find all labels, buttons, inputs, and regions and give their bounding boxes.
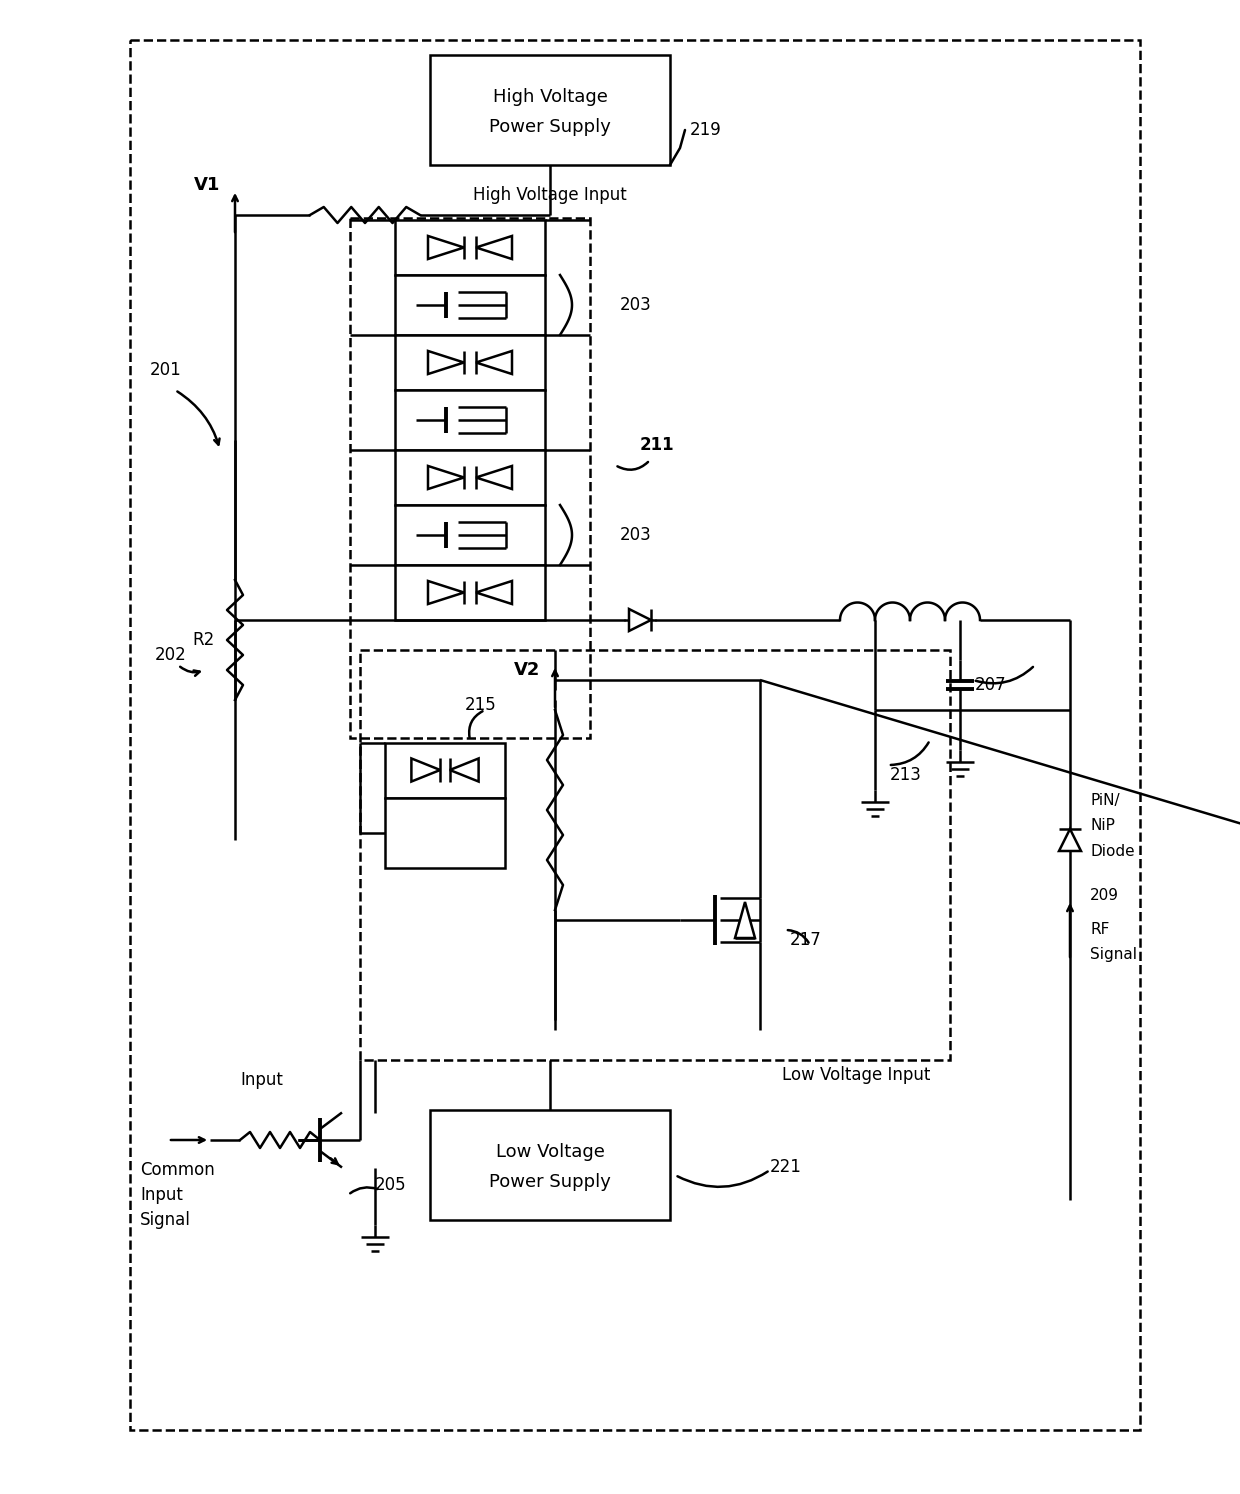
Polygon shape <box>450 759 479 781</box>
Text: 202: 202 <box>155 645 187 663</box>
Text: PiN/: PiN/ <box>1090 792 1120 807</box>
Polygon shape <box>629 610 651 630</box>
Polygon shape <box>428 581 464 604</box>
Text: 205: 205 <box>374 1176 407 1194</box>
Text: RF: RF <box>1090 922 1110 938</box>
Bar <box>396 505 546 565</box>
Polygon shape <box>412 759 440 781</box>
Text: 217: 217 <box>790 931 822 949</box>
Text: Low Voltage Input: Low Voltage Input <box>781 1067 930 1085</box>
Bar <box>384 743 505 798</box>
Text: 209: 209 <box>1090 887 1118 902</box>
Bar <box>360 650 950 1061</box>
Polygon shape <box>476 236 512 258</box>
Text: Signal: Signal <box>140 1212 191 1230</box>
Text: Diode: Diode <box>1090 844 1135 859</box>
Bar <box>396 390 546 450</box>
Polygon shape <box>428 236 464 258</box>
Bar <box>384 798 505 868</box>
Text: 201: 201 <box>150 362 182 379</box>
Text: Power Supply: Power Supply <box>489 1173 611 1191</box>
Text: V1: V1 <box>193 176 219 194</box>
Bar <box>430 1110 670 1221</box>
Text: 207: 207 <box>975 675 1007 695</box>
Text: 203: 203 <box>620 296 652 314</box>
Polygon shape <box>735 902 755 938</box>
Bar <box>430 55 670 164</box>
Text: 203: 203 <box>620 526 652 544</box>
Text: R2: R2 <box>192 630 215 648</box>
Polygon shape <box>476 351 512 374</box>
Bar <box>396 450 546 505</box>
Text: 211: 211 <box>640 436 675 454</box>
Text: Low Voltage: Low Voltage <box>496 1143 604 1161</box>
Text: Input: Input <box>140 1186 182 1204</box>
Polygon shape <box>428 466 464 489</box>
Text: 221: 221 <box>770 1158 802 1176</box>
Polygon shape <box>476 466 512 489</box>
Polygon shape <box>476 581 512 604</box>
Text: High Voltage Input: High Voltage Input <box>474 185 627 205</box>
Text: Common: Common <box>140 1161 215 1179</box>
Text: 213: 213 <box>890 766 921 784</box>
Text: V2: V2 <box>513 660 539 678</box>
Polygon shape <box>428 351 464 374</box>
Text: 219: 219 <box>689 121 722 139</box>
Text: 215: 215 <box>465 696 497 714</box>
Text: High Voltage: High Voltage <box>492 88 608 106</box>
Bar <box>396 220 546 275</box>
Bar <box>130 40 1140 1430</box>
Polygon shape <box>1059 829 1081 852</box>
Text: NiP: NiP <box>1090 817 1115 832</box>
Text: Input: Input <box>241 1071 283 1089</box>
Bar <box>396 275 546 335</box>
Bar <box>396 335 546 390</box>
Text: Signal: Signal <box>1090 947 1137 962</box>
Bar <box>396 565 546 620</box>
Bar <box>350 218 590 738</box>
Text: Power Supply: Power Supply <box>489 118 611 136</box>
